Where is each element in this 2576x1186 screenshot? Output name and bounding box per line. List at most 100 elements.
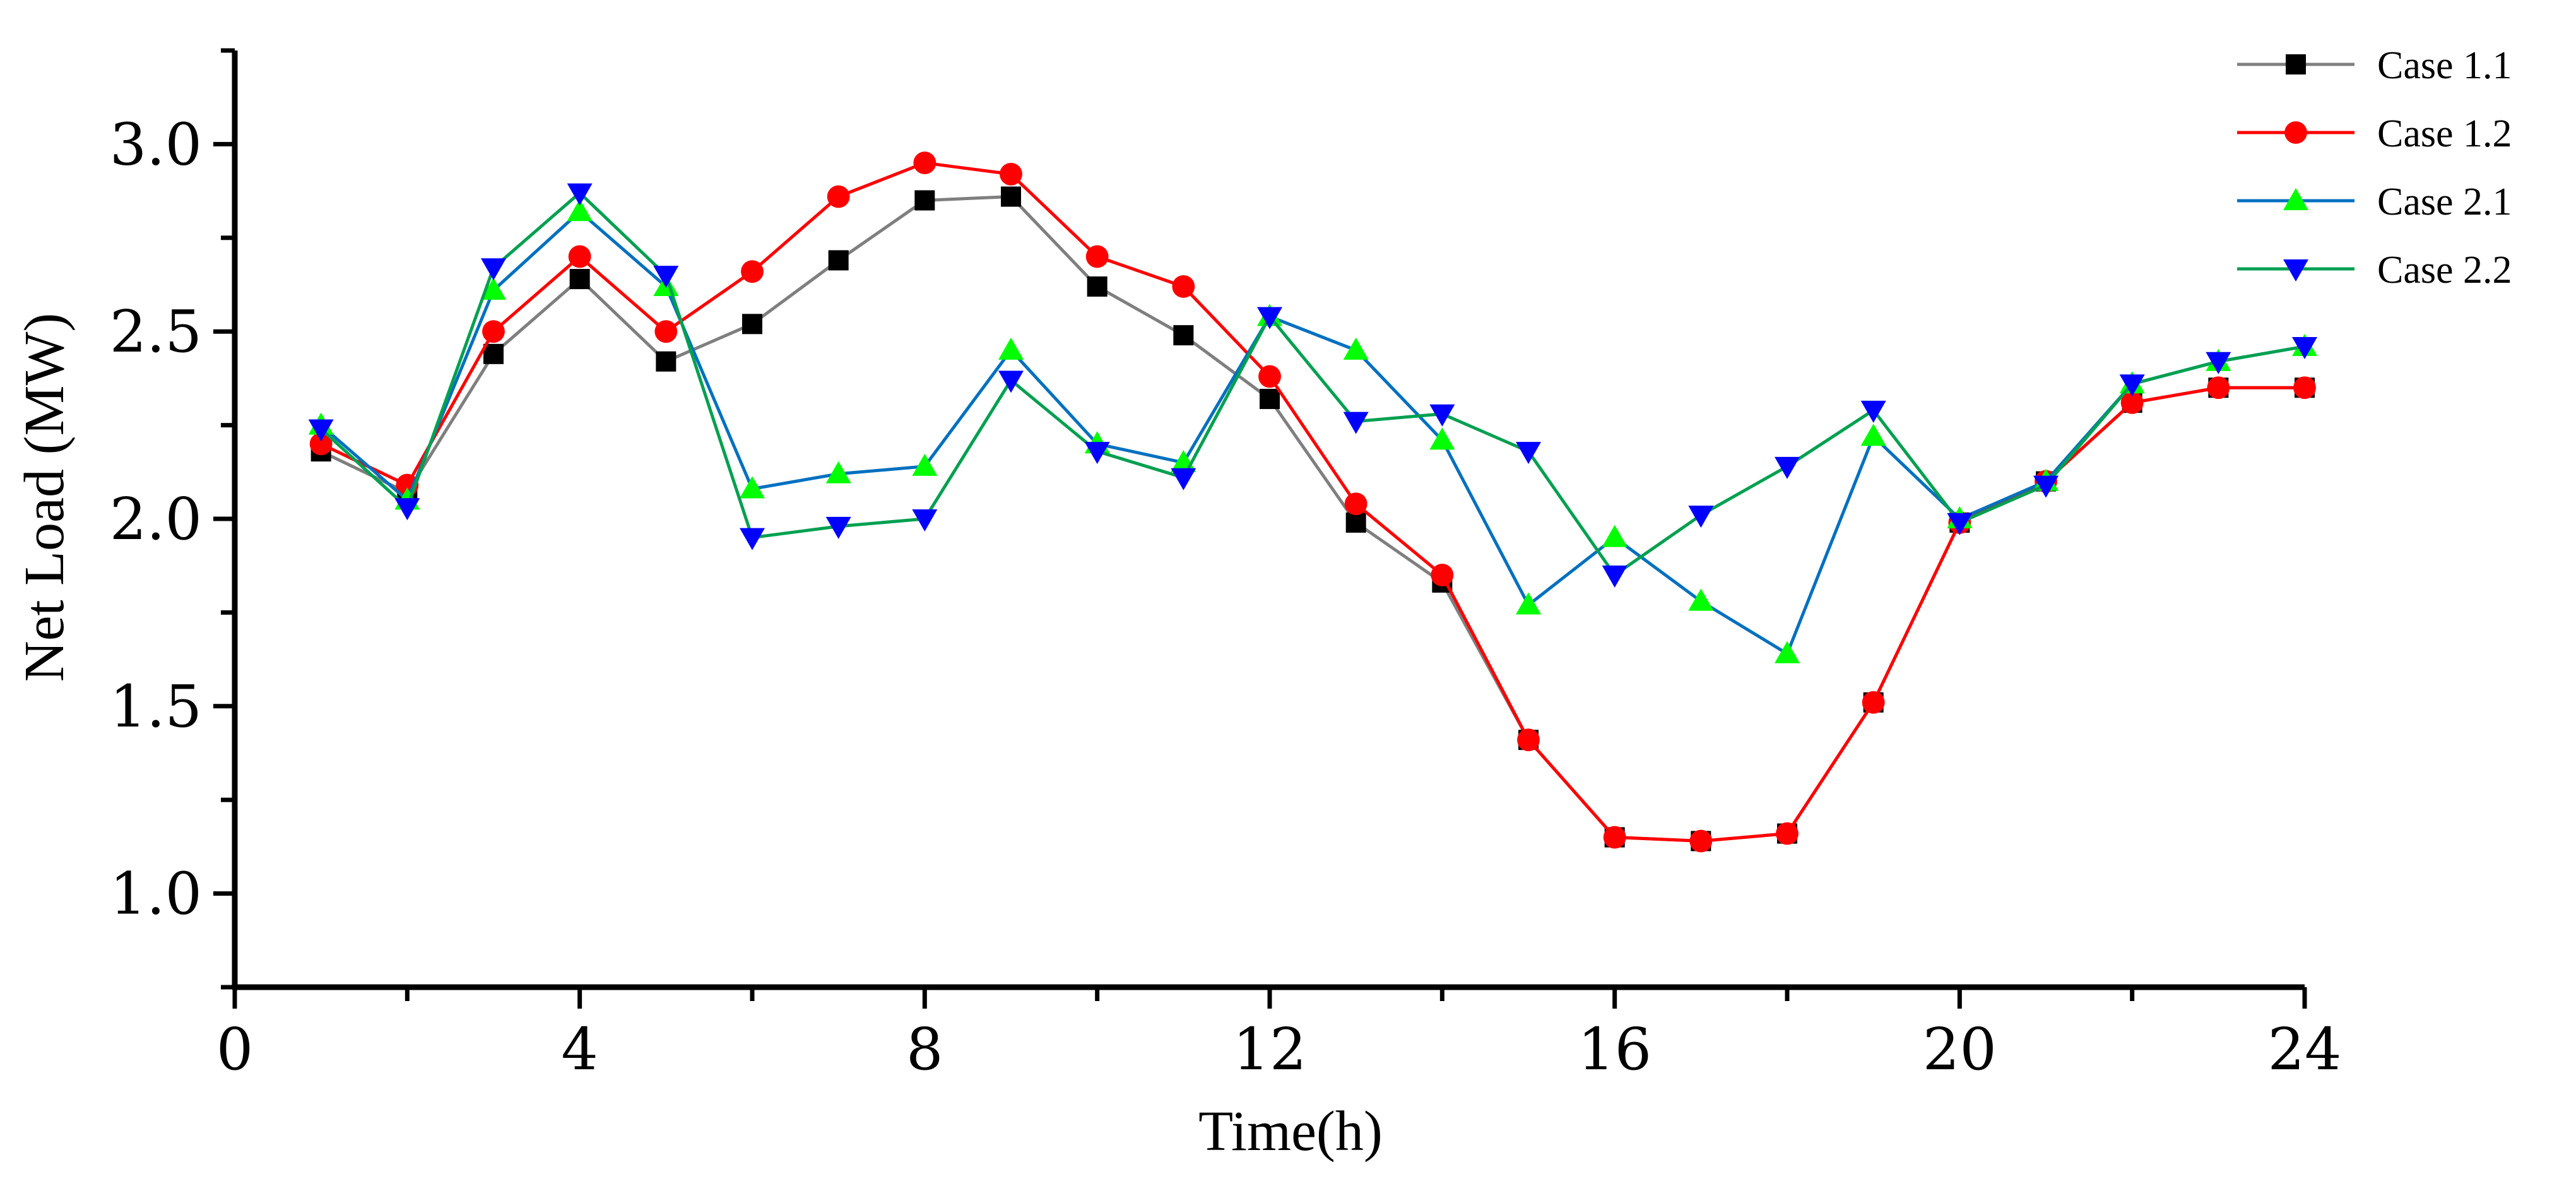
data-point (654, 320, 678, 343)
data-point (1172, 275, 1195, 298)
data-point (1260, 389, 1280, 410)
series-case-1-2 (309, 151, 2316, 853)
data-point (2120, 391, 2144, 414)
data-point (998, 371, 1024, 393)
legend-label: Case 1.1 (2377, 44, 2512, 87)
data-point (1862, 691, 1885, 714)
y-tick-label: 3.0 (110, 110, 202, 178)
x-tick-label: 24 (2267, 1016, 2341, 1083)
legend-marker (2283, 188, 2308, 210)
data-point (481, 277, 506, 300)
y-axis-title: Net Load (MW) (13, 313, 76, 682)
data-point (2033, 475, 2059, 498)
data-point (1171, 468, 1196, 490)
data-point (656, 351, 676, 372)
series-line (319, 191, 2305, 577)
data-point (998, 337, 1024, 360)
ticks: 0 4 8 12 16 20 24 1.0 1.5 2.0 2.5 3.0 (110, 48, 2342, 1083)
data-point (1343, 337, 1369, 360)
legend-label: Case 2.2 (2377, 249, 2512, 292)
data-point (2293, 376, 2316, 400)
x-tick-label: 4 (561, 1016, 598, 1083)
data-point (1085, 245, 1109, 268)
series-layer (308, 151, 2317, 853)
y-tick-label: 1.5 (110, 673, 202, 740)
data-point (2292, 336, 2317, 359)
data-point (1173, 325, 1194, 346)
data-point (568, 245, 591, 268)
data-point (825, 461, 851, 483)
x-tick-label: 20 (1923, 1016, 1997, 1083)
data-point (1860, 400, 1886, 423)
series-line (320, 210, 2305, 656)
data-point (912, 453, 938, 476)
data-point (1084, 442, 1110, 465)
data-point (1516, 442, 1541, 465)
data-point (308, 419, 334, 442)
data-point (742, 314, 762, 335)
x-tick-label: 0 (216, 1016, 254, 1083)
x-tick-label: 8 (906, 1016, 943, 1083)
data-point (2119, 374, 2145, 397)
legend: Case 1.1 Case 1.2 Case 2.1 Case 2.2 (2237, 44, 2512, 292)
data-point (1344, 492, 1368, 516)
data-point (1603, 826, 1626, 849)
data-point (913, 151, 936, 174)
data-point (1775, 641, 1800, 663)
data-point (567, 199, 593, 222)
series-line (320, 195, 2305, 843)
series-case-2-2 (308, 183, 2317, 588)
series-case-2-1 (308, 199, 2317, 663)
data-point (1689, 829, 1713, 853)
y-tick-label: 1.0 (110, 860, 202, 928)
data-point (828, 250, 849, 271)
data-point (1343, 412, 1369, 434)
legend-item: Case 2.2 (2237, 249, 2512, 292)
data-point (1516, 592, 1541, 615)
data-point (2207, 376, 2230, 400)
data-point (1688, 506, 1714, 528)
x-tick-label: 16 (1578, 1016, 1651, 1083)
legend-marker (2284, 121, 2307, 144)
data-point (1000, 162, 1022, 186)
legend-marker (2283, 259, 2308, 282)
y-tick-label: 2.5 (110, 298, 202, 365)
legend-marker (2286, 54, 2306, 74)
data-point (1001, 186, 1021, 207)
legend-item: Case 2.1 (2237, 181, 2512, 223)
data-point (1258, 365, 1281, 388)
data-point (483, 343, 504, 364)
data-point (394, 498, 420, 521)
data-point (741, 260, 764, 283)
y-tick-label: 2.0 (110, 485, 202, 553)
data-point (740, 476, 765, 499)
data-point (481, 258, 506, 281)
data-point (309, 432, 333, 456)
data-point (1517, 728, 1540, 752)
data-point (482, 320, 505, 343)
x-tick-label: 12 (1232, 1016, 1306, 1083)
data-point (1429, 404, 1455, 427)
data-point (1776, 822, 1799, 845)
data-point (653, 266, 679, 288)
data-point (1602, 566, 1628, 588)
data-point (1087, 276, 1108, 297)
data-point (1429, 427, 1455, 450)
data-point (1431, 564, 1454, 586)
data-point (912, 509, 938, 531)
x-axis-title: Time(h) (1198, 1100, 1383, 1163)
data-point (569, 269, 590, 290)
data-point (1688, 588, 1714, 611)
data-point (827, 185, 850, 208)
data-point (2206, 352, 2231, 374)
legend-label: Case 1.2 (2377, 112, 2512, 155)
data-point (1860, 424, 1886, 446)
data-point (914, 190, 935, 211)
data-point (567, 183, 593, 206)
legend-item: Case 1.1 (2237, 44, 2512, 87)
data-point (1947, 513, 1973, 535)
data-point (825, 516, 851, 539)
data-point (740, 528, 765, 550)
data-point (1602, 525, 1628, 547)
